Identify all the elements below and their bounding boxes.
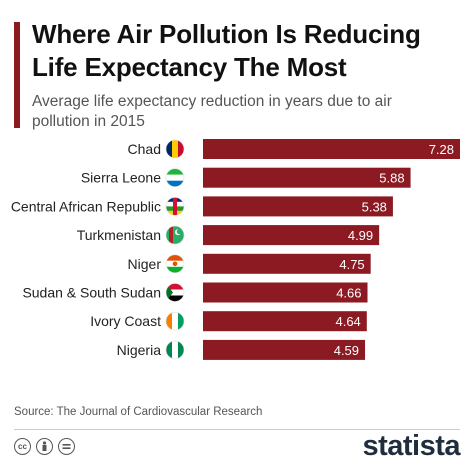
- category-label: Chad: [128, 141, 161, 157]
- nigeria-flag-icon: [166, 340, 184, 359]
- category-label: Niger: [128, 256, 162, 272]
- flag-outline: [165, 197, 185, 216]
- category-label: Ivory Coast: [90, 313, 161, 329]
- flag-outline: [165, 139, 185, 159]
- chart-title: Where Air Pollution Is Reducing Life Exp…: [32, 19, 421, 82]
- chad-flag-icon: [166, 140, 184, 158]
- flag-outline: [165, 340, 185, 360]
- flag-outline: [165, 283, 185, 302]
- bar-value-label: 4.99: [348, 228, 373, 243]
- flag-outline: [165, 311, 185, 331]
- category-label: Turkmenistan: [77, 227, 161, 243]
- bar: [203, 196, 393, 217]
- category-label: Sierra Leone: [81, 170, 161, 186]
- no-derivatives-icon[interactable]: [58, 438, 75, 455]
- bar-value-label: 7.28: [429, 142, 454, 157]
- statista-logo[interactable]: statista: [362, 430, 460, 462]
- turkmenistan-flag-icon: [166, 226, 184, 245]
- bar-value-label: 5.38: [362, 199, 387, 214]
- attribution-icon[interactable]: [36, 438, 53, 455]
- central-african-republic-flag-icon: [166, 197, 184, 216]
- bar-value-label: 4.75: [339, 257, 364, 272]
- bar: [203, 139, 460, 159]
- bar-chart: Chad 7.28 Sierra Leone 5.88 Central African …: [11, 139, 460, 360]
- category-label: Nigeria: [117, 342, 162, 358]
- source-note: Source: The Journal of Cardiovascular Re…: [14, 406, 263, 418]
- category-label: Central African Republic: [11, 198, 161, 214]
- bar: [203, 167, 411, 188]
- bar: [203, 225, 380, 246]
- bar: [203, 282, 368, 303]
- ivory-coast-flag-icon: [166, 312, 184, 331]
- niger-flag-icon: [166, 254, 184, 273]
- bar-value-label: 4.66: [336, 286, 361, 301]
- flag-outline: [165, 254, 185, 274]
- bar-value-label: 4.64: [335, 314, 360, 329]
- bar-value-label: 5.88: [379, 171, 404, 186]
- bar: [203, 311, 367, 332]
- bar: [203, 253, 371, 274]
- category-label: Sudan & South Sudan: [22, 285, 161, 301]
- title-accent-bar: [14, 22, 20, 128]
- bar: [203, 339, 366, 360]
- flag-outline: [165, 225, 185, 245]
- footer-divider: [14, 429, 460, 430]
- sudan-south-sudan-flag-icon: [166, 283, 184, 302]
- chart-subtitle: Average life expectancy reduction in yea…: [32, 93, 392, 130]
- flag-outline: [165, 168, 185, 187]
- cc-icon[interactable]: cc: [14, 438, 31, 455]
- bar-value-label: 4.59: [334, 343, 359, 358]
- sierra-leone-flag-icon: [166, 168, 184, 187]
